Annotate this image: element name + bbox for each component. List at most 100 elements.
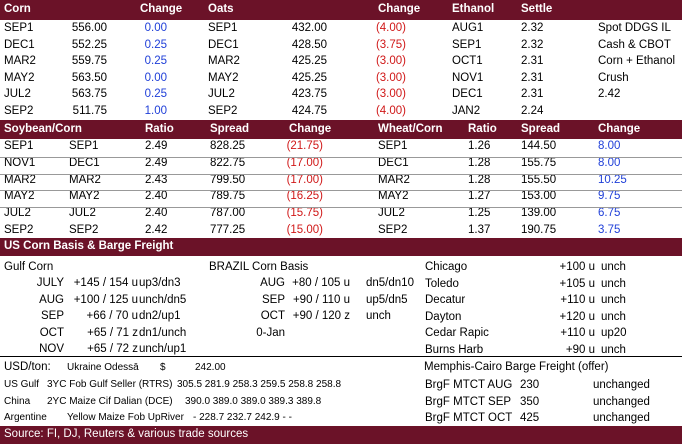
soy-month: SEP1 bbox=[4, 140, 34, 152]
corn-price: 552.25 bbox=[71, 38, 107, 51]
corn-month: MAY2 bbox=[4, 71, 35, 84]
city-change: up20 bbox=[601, 327, 627, 339]
spread-change: (16.25) bbox=[286, 190, 323, 203]
ratio-value: 2.49 bbox=[145, 140, 168, 152]
wheat-month: JUL2 bbox=[378, 207, 405, 220]
wheat-spread: 155.50 bbox=[521, 173, 557, 186]
barge-value: 350 bbox=[520, 395, 540, 408]
corn-change: 0.25 bbox=[144, 38, 167, 51]
gulf-change: up3/dn3 bbox=[139, 277, 181, 289]
corn-change: 0.25 bbox=[144, 88, 167, 100]
source-text: Source: FI, DJ, Reuters & various trade … bbox=[4, 428, 249, 440]
oats-change: (3.00) bbox=[375, 71, 406, 84]
corn-header: Corn bbox=[4, 3, 31, 15]
ratio-value: 2.42 bbox=[145, 224, 168, 236]
corn-price: 559.75 bbox=[71, 55, 107, 67]
ethanol-settle: 2.31 bbox=[521, 88, 544, 100]
gulf-month: NOV bbox=[39, 343, 64, 355]
corn-month: MAY2 bbox=[69, 190, 100, 203]
city-basis: +110 u bbox=[560, 294, 595, 306]
city-basis: +105 u bbox=[559, 277, 596, 290]
wheat-spread-header: Spread bbox=[521, 123, 560, 135]
origin-values: 305.5 281.9 258.3 259.5 258.8 258.8 bbox=[177, 379, 342, 390]
gulf-basis: +65 / 71 z bbox=[87, 326, 138, 339]
wheat-change-header: Change bbox=[598, 123, 641, 135]
wheat-ratio-header: Ratio bbox=[468, 123, 497, 135]
barge-change: unchanged bbox=[593, 395, 650, 408]
corn-month: DEC1 bbox=[69, 156, 100, 169]
ethanol-month: OCT1 bbox=[452, 55, 483, 67]
city-name: Dayton bbox=[425, 310, 462, 323]
ukraine-currency: $ bbox=[160, 362, 166, 373]
wheat-spread: 153.00 bbox=[521, 190, 557, 203]
barge-label: BrgF MTCT AUG bbox=[425, 379, 513, 391]
corn-price: 556.00 bbox=[71, 22, 107, 34]
barge-change: unchanged bbox=[593, 379, 650, 391]
soy-month: SEP2 bbox=[4, 224, 34, 236]
city-name: Chicago bbox=[425, 261, 468, 273]
ethanol-month: SEP1 bbox=[452, 38, 482, 51]
origin-desc: 3YC Fob Gulf Seller (RTRS) bbox=[47, 379, 173, 390]
oats-header: Oats bbox=[208, 3, 234, 15]
wheat-spread: 155.75 bbox=[521, 156, 557, 169]
corn-price: 511.75 bbox=[72, 104, 107, 117]
city-change: unch bbox=[601, 343, 626, 356]
brazil-change: dn5/dn10 bbox=[366, 277, 414, 289]
spread-value: 799.50 bbox=[210, 173, 246, 186]
soy-month: NOV1 bbox=[4, 156, 36, 169]
corn-month: MAR2 bbox=[69, 173, 101, 186]
wheat-month: MAY2 bbox=[378, 190, 409, 203]
barge-value: 425 bbox=[520, 412, 540, 424]
oats-month: SEP1 bbox=[208, 22, 238, 34]
ratio-header: Ratio bbox=[145, 123, 174, 135]
city-change: unch bbox=[601, 261, 626, 273]
ratio-value: 2.43 bbox=[145, 173, 168, 186]
oats-month: MAR2 bbox=[208, 55, 240, 67]
city-basis: +120 u bbox=[559, 310, 596, 323]
ethanol-settle: 2.31 bbox=[521, 71, 544, 84]
spread-value: 822.75 bbox=[210, 156, 246, 169]
wheat-ratio: 1.26 bbox=[468, 140, 491, 152]
gulf-basis: +145 / 154 u bbox=[73, 277, 138, 289]
wheat-change: 8.00 bbox=[598, 140, 621, 152]
barge-label: BrgF MTCT SEP bbox=[425, 395, 512, 408]
gulf-month: SEP bbox=[40, 310, 64, 322]
ukraine-value: 242.00 bbox=[195, 362, 226, 373]
ddgs-value: 2.42 bbox=[598, 88, 621, 100]
spread-change: (15.75) bbox=[286, 207, 323, 220]
divider bbox=[0, 356, 682, 357]
wheat-corn-header: Wheat/Corn bbox=[378, 123, 443, 135]
corn-month: SEP1 bbox=[69, 140, 99, 152]
wheat-change: 9.75 bbox=[598, 190, 621, 203]
gulf-corn-title: Gulf Corn bbox=[4, 261, 54, 273]
gulf-month: OCT bbox=[39, 326, 64, 339]
brazil-basis: +90 / 120 z bbox=[292, 310, 350, 322]
oats-month: MAY2 bbox=[208, 71, 239, 84]
corn-price: 563.75 bbox=[71, 88, 107, 100]
origin-desc: Yellow Maize Fob UpRiver bbox=[67, 412, 184, 423]
barge-value: 230 bbox=[520, 379, 540, 391]
wheat-ratio: 1.28 bbox=[468, 156, 491, 169]
origin-country: Argentine bbox=[4, 412, 47, 423]
wheat-month: MAR2 bbox=[378, 173, 410, 186]
soy-month: MAR2 bbox=[4, 173, 36, 186]
city-change: unch bbox=[601, 294, 626, 306]
corn-change: 0.25 bbox=[144, 55, 167, 67]
brazil-change: up5/dn5 bbox=[366, 293, 408, 306]
spread-change: (15.00) bbox=[286, 224, 323, 236]
brazil-basis: +90 / 110 u bbox=[292, 293, 350, 306]
origin-desc: 2YC Maize Cif Dalian (DCE) bbox=[47, 395, 173, 407]
ethanol-month: NOV1 bbox=[452, 71, 484, 84]
brazil-basis: +80 / 105 u bbox=[292, 277, 350, 289]
city-basis: +100 u bbox=[559, 261, 596, 273]
ethanol-month: AUG1 bbox=[452, 22, 484, 34]
oats-change: (3.00) bbox=[375, 88, 406, 100]
soy-corn-header: Soybean/Corn bbox=[4, 123, 82, 135]
source-bar bbox=[0, 426, 682, 444]
corn-month: SEP1 bbox=[4, 22, 34, 34]
oats-month: DEC1 bbox=[208, 38, 239, 51]
oats-change: (3.75) bbox=[375, 38, 406, 51]
corn-month: MAR2 bbox=[4, 55, 36, 67]
origin-country: China bbox=[4, 395, 31, 407]
corn-change-header: Change bbox=[140, 3, 183, 15]
